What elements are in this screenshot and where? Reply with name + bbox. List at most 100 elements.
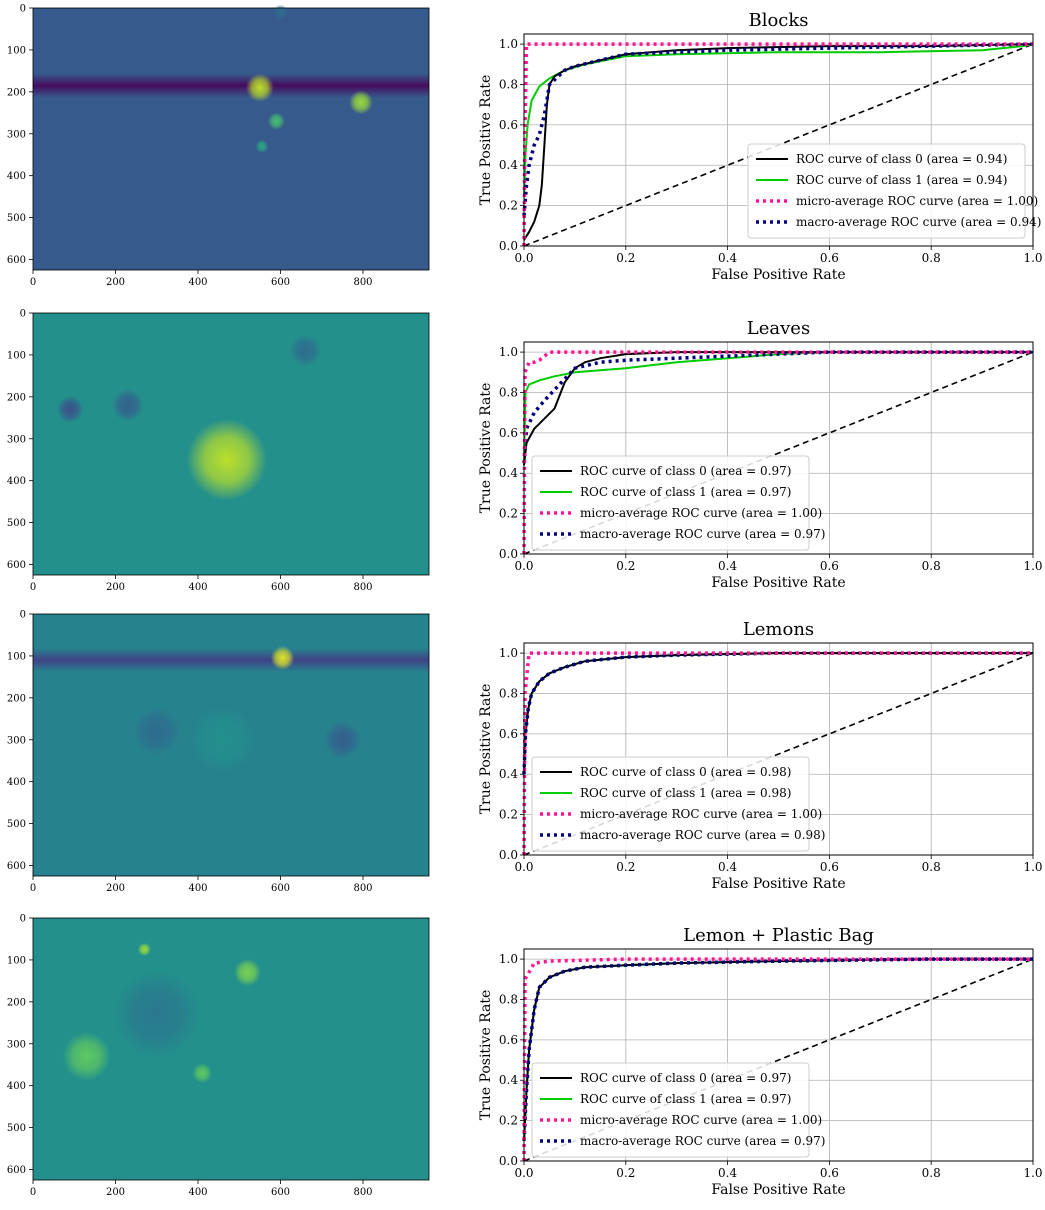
- heatmap-y-tick-label: 400: [7, 476, 26, 487]
- heatmap-hotspot: [111, 388, 144, 422]
- roc-legend-entry: ROC curve of class 0 (area = 0.98): [580, 765, 791, 779]
- roc-series-line-1: [523, 351, 1033, 464]
- heatmap-y-tick-label: 600: [7, 560, 26, 571]
- roc-x-tick-label: 0.2: [616, 860, 635, 874]
- heatmap-y-tick-label: 400: [7, 171, 26, 182]
- roc-y-axis-label: True Positive Rate: [478, 383, 494, 514]
- roc-y-tick-label: 1.0: [499, 646, 518, 660]
- roc-y-tick-label: 0.4: [499, 767, 518, 781]
- heatmap-y-tick-label: 100: [7, 955, 26, 966]
- heatmap-frame: [32, 917, 430, 1181]
- roc-x-tick-label: 1.0: [1023, 860, 1042, 874]
- roc-x-axis-label: False Positive Rate: [711, 876, 845, 892]
- heatmap-x-tick-label: 600: [271, 883, 290, 894]
- heatmap-x-tick-label: 200: [106, 277, 125, 288]
- heatmap-y-tick-label: 500: [7, 213, 26, 224]
- roc-y-tick-label: 0.4: [499, 1073, 518, 1087]
- heatmap-hotspot: [267, 112, 285, 130]
- roc-series-line-3: [522, 42, 1034, 216]
- roc-legend-entry: micro-average ROC curve (area = 1.00): [580, 807, 822, 821]
- roc-y-tick-label: 0.8: [499, 686, 518, 700]
- heatmap-y-tick-label: 500: [7, 819, 26, 830]
- heatmap-x-tick-label: 0: [30, 883, 36, 894]
- roc-x-axis-label: False Positive Rate: [711, 1182, 845, 1198]
- roc-x-tick-label: 0.8: [922, 860, 941, 874]
- roc-x-tick-label: 1.0: [1023, 559, 1042, 573]
- roc-series-line-2: [522, 957, 1033, 1162]
- heatmap-y-tick-label: 300: [7, 1039, 26, 1050]
- roc-y-tick-label: 0.8: [499, 385, 518, 399]
- heatmap-y-tick-label: 300: [7, 129, 26, 140]
- heatmap-layer: 0 200 400 600 800 0 100 200 300 400 500 600 0 200 400 6…: [7, 4, 430, 1198]
- roc-y-tick-label: 0.8: [499, 77, 518, 91]
- roc-x-tick-label: 0.4: [718, 1166, 737, 1180]
- roc-x-tick-label: 1.0: [1023, 251, 1042, 265]
- roc-y-tick-label: 1.0: [499, 345, 518, 359]
- heatmap-y-tick-label: 200: [7, 997, 26, 1008]
- roc-series-line-3: [522, 957, 1033, 1141]
- roc-y-axis-label: True Positive Rate: [478, 75, 494, 206]
- roc-y-tick-label: 0.2: [499, 199, 518, 213]
- heatmap-hotspot: [349, 90, 373, 115]
- heatmap-hotspot: [255, 139, 269, 153]
- heatmap-dark-band: [33, 73, 429, 98]
- roc-legend-box: [747, 143, 1026, 239]
- heatmap-hotspot: [245, 73, 274, 102]
- heatmap-panel-2: 0 200 400 600 800 0 100 200 300 400 500 600: [7, 610, 430, 894]
- heatmap-x-tick-label: 400: [188, 582, 207, 593]
- heatmap-x-tick-label: 0: [30, 277, 36, 288]
- roc-series-line-0: [523, 351, 1033, 466]
- heatmap-y-tick-label: 300: [7, 434, 26, 445]
- heatmap-panel-3: 0 200 400 600 800 0 100 200 300 400 500 600: [7, 914, 430, 1198]
- roc-chart-title: Lemons: [743, 619, 814, 640]
- heatmap-panel-0: 0 200 400 600 800 0 100 200 300 400 500 600: [7, 4, 430, 288]
- roc-y-tick-label: 1.0: [499, 37, 518, 51]
- roc-series-line-0: [523, 652, 1033, 775]
- roc-x-tick-label: 0.6: [820, 251, 839, 265]
- roc-y-tick-label: 0.0: [499, 547, 518, 561]
- heatmap-background: [33, 8, 429, 270]
- roc-y-tick-label: 0.6: [499, 426, 518, 440]
- heatmap-frame: [32, 613, 430, 877]
- heatmap-y-tick-label: 200: [7, 392, 26, 403]
- roc-x-tick-label: 0.4: [718, 860, 737, 874]
- roc-legend-entry: ROC curve of class 0 (area = 0.94): [796, 152, 1007, 166]
- roc-y-axis-label: True Positive Rate: [478, 990, 494, 1121]
- heatmap-y-tick-label: 500: [7, 518, 26, 529]
- roc-x-tick-label: 0.2: [616, 251, 635, 265]
- roc-legend-box: [531, 1062, 810, 1158]
- roc-series-line-2: [522, 42, 1033, 247]
- roc-x-tick-label: 0.6: [820, 559, 839, 573]
- roc-legend-entry: macro-average ROC curve (area = 0.97): [580, 527, 825, 541]
- roc-x-tick-label: 0.8: [922, 1166, 941, 1180]
- roc-legend-entry: ROC curve of class 0 (area = 0.97): [580, 464, 791, 478]
- roc-y-tick-label: 0.2: [499, 1114, 518, 1128]
- heatmap-x-tick-label: 600: [271, 277, 290, 288]
- heatmap-x-tick-label: 800: [353, 883, 372, 894]
- heatmap-y-tick-label: 100: [7, 651, 26, 662]
- roc-series-line-3: [522, 350, 1033, 464]
- roc-x-tick-label: 1.0: [1023, 1166, 1042, 1180]
- heatmap-x-tick-label: 600: [271, 582, 290, 593]
- roc-x-tick-label: 0.8: [922, 251, 941, 265]
- roc-x-tick-label: 0.4: [718, 251, 737, 265]
- roc-legend-entry: micro-average ROC curve (area = 1.00): [796, 194, 1038, 208]
- roc-layer: 0.00.00.20.20.40.40.60.60.80.81.01.0Bloc…: [478, 10, 1043, 1198]
- roc-series-line-3: [522, 651, 1033, 775]
- heatmap-y-tick-label: 100: [7, 45, 26, 56]
- heatmap-frame: [32, 312, 430, 576]
- heatmap-y-tick-label: 600: [7, 1165, 26, 1176]
- heatmap-x-tick-label: 0: [30, 582, 36, 593]
- heatmap-dark-band: [33, 648, 429, 673]
- heatmap-x-tick-label: 800: [353, 1187, 372, 1198]
- heatmap-frame: [32, 7, 430, 271]
- roc-x-tick-label: 0.0: [514, 860, 533, 874]
- roc-legend-entry: ROC curve of class 1 (area = 0.97): [580, 485, 791, 499]
- roc-x-tick-label: 0.8: [922, 559, 941, 573]
- heatmap-hotspot: [289, 334, 322, 368]
- heatmap-x-tick-label: 200: [106, 582, 125, 593]
- heatmap-y-tick-label: 0: [20, 914, 26, 925]
- roc-legend-entry: ROC curve of class 0 (area = 0.97): [580, 1071, 791, 1085]
- roc-chart-title: Lemon + Plastic Bag: [683, 925, 874, 946]
- roc-legend-entry: macro-average ROC curve (area = 0.94): [796, 215, 1041, 229]
